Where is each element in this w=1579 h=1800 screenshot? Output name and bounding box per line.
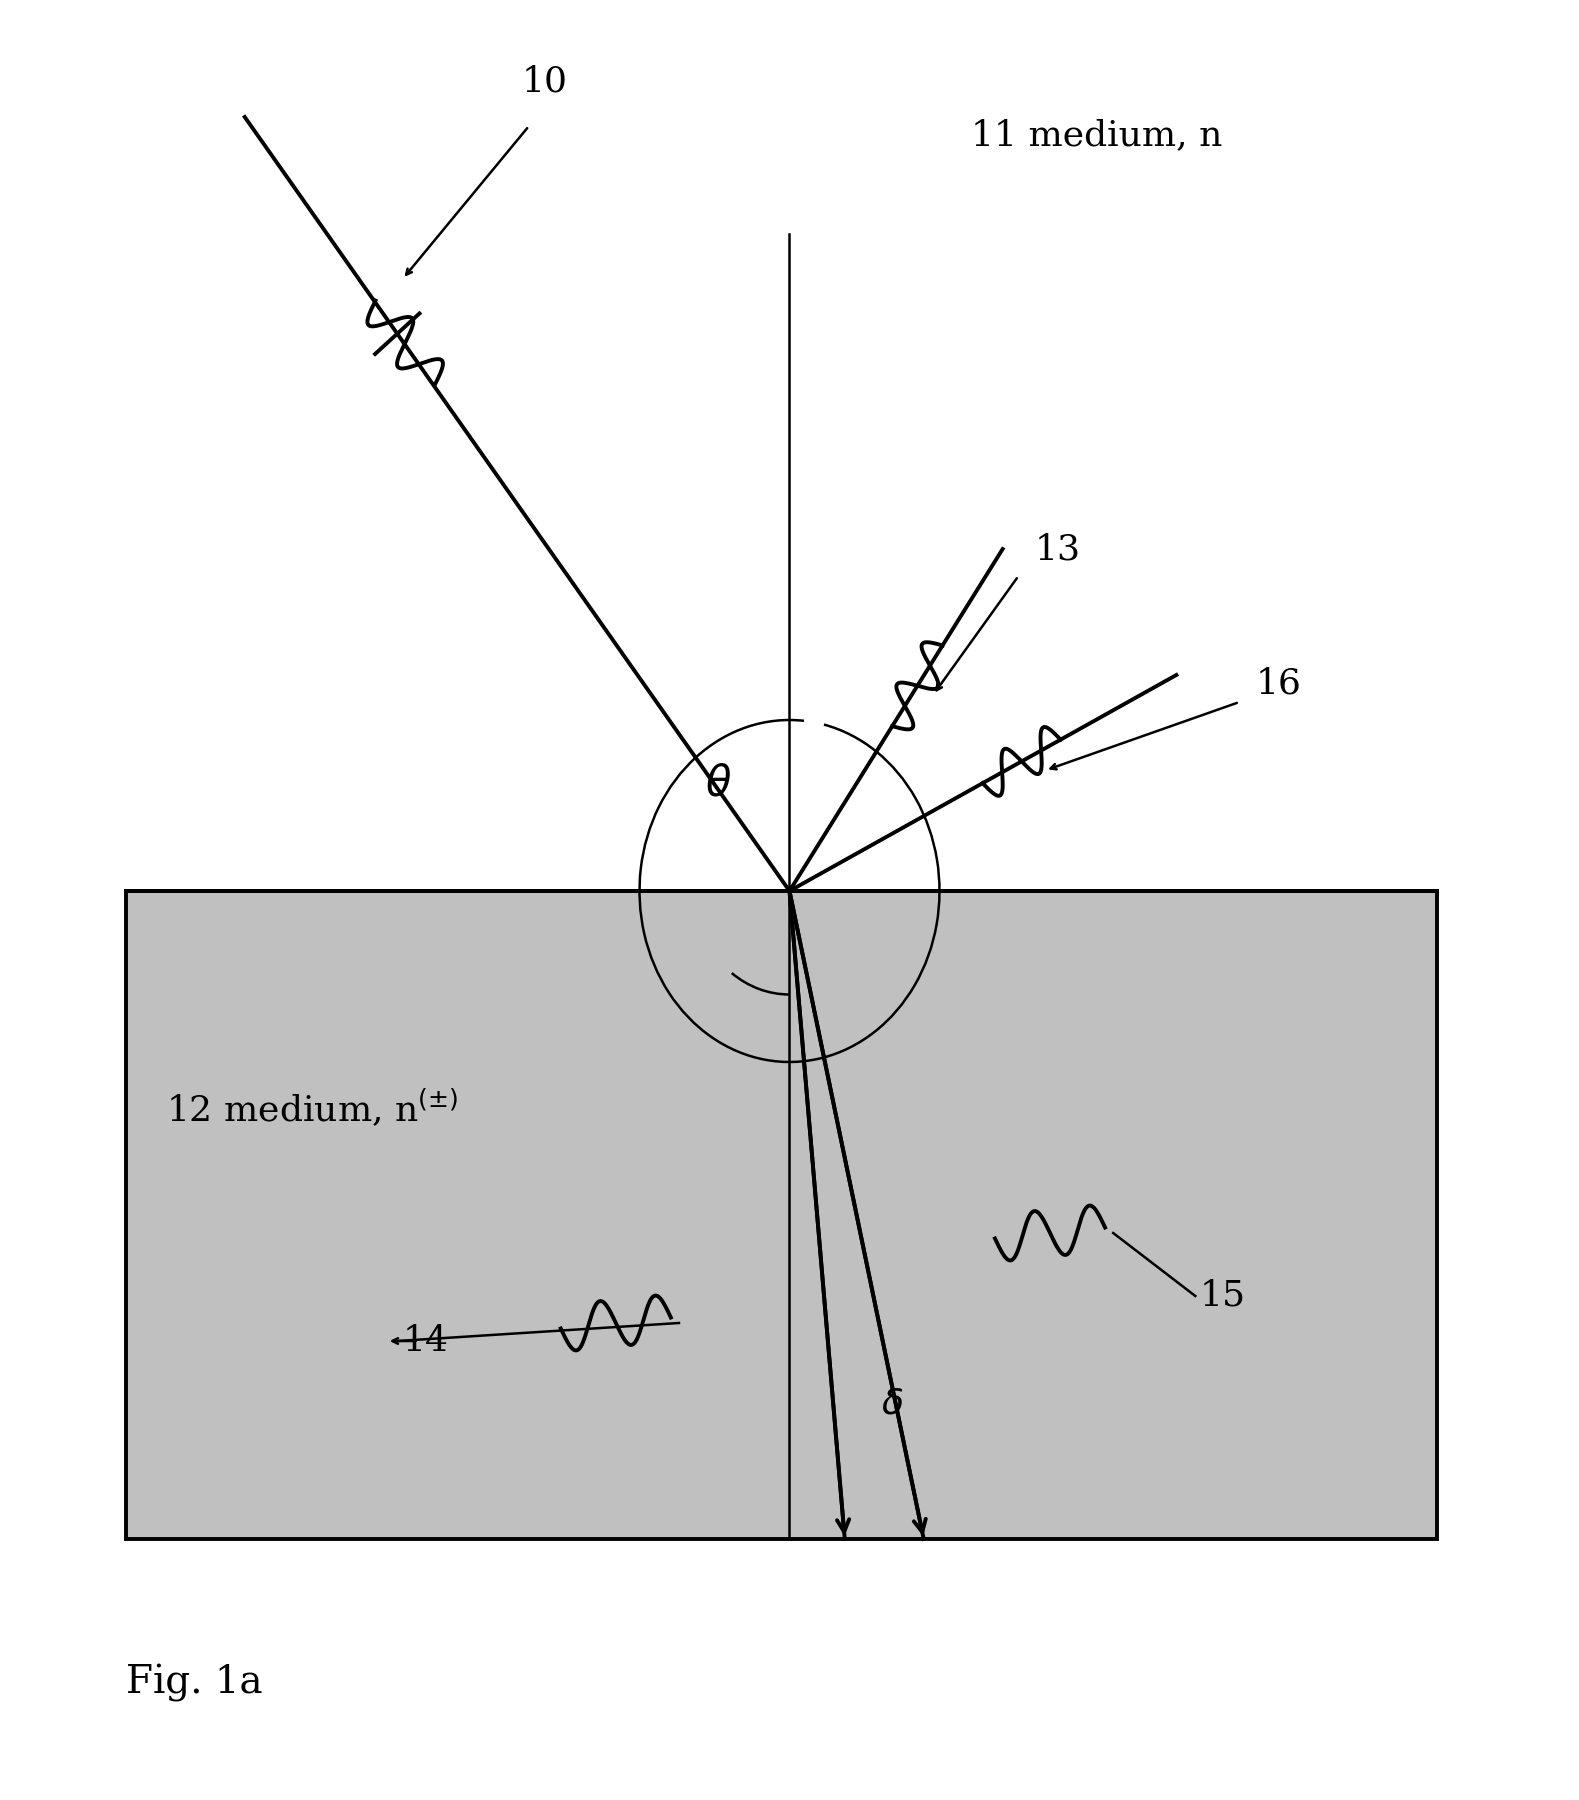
Text: 10: 10	[521, 65, 568, 97]
Text: 15: 15	[1200, 1280, 1246, 1312]
Text: Fig. 1a: Fig. 1a	[126, 1663, 264, 1703]
Text: 11 medium, n: 11 medium, n	[971, 119, 1222, 151]
Text: $\theta$: $\theta$	[706, 761, 731, 805]
Text: 14: 14	[403, 1325, 448, 1357]
Text: $\delta$: $\delta$	[881, 1388, 903, 1420]
Bar	[126, 891, 1437, 1539]
Text: 12 medium, n$^{(\pm)}$: 12 medium, n$^{(\pm)}$	[166, 1085, 458, 1129]
Text: 13: 13	[1034, 533, 1080, 565]
Text: 16: 16	[1255, 668, 1301, 700]
